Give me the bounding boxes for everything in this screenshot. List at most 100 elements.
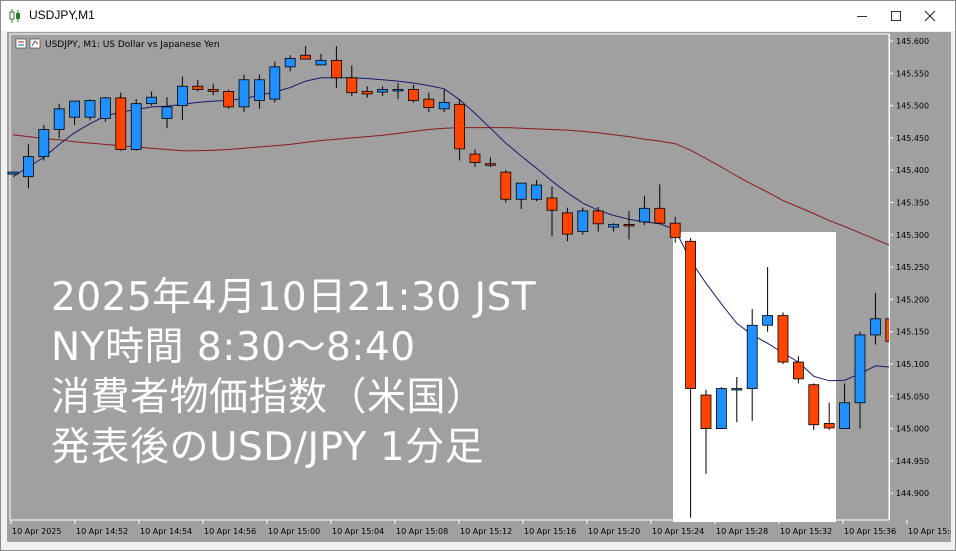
candle-body xyxy=(207,89,219,92)
chart-props-icon xyxy=(29,38,41,49)
candle xyxy=(839,383,850,430)
candle-body xyxy=(793,361,804,380)
title-bar[interactable]: USDJPY,M1 xyxy=(1,1,955,31)
candle-body xyxy=(423,98,435,108)
candle-body xyxy=(854,334,866,404)
candle xyxy=(84,99,96,121)
candle-body xyxy=(176,85,188,107)
candle-body xyxy=(22,156,34,178)
candle xyxy=(115,92,127,151)
candle-body xyxy=(700,394,712,429)
chart-header: USDJPY, M1: US Dollar vs Japanese Yen xyxy=(15,38,220,50)
candle-body xyxy=(300,54,312,60)
candle xyxy=(346,65,358,96)
candle xyxy=(392,82,404,100)
y-tick-label: 145.100 xyxy=(896,360,929,369)
candle xyxy=(176,76,188,120)
candle-body xyxy=(746,324,758,389)
candle-body xyxy=(223,90,235,108)
x-tick-label: 10 Apr 15:36 xyxy=(844,527,896,536)
candle-body xyxy=(777,315,789,363)
y-tick-label: 145.250 xyxy=(896,263,929,272)
candle xyxy=(38,124,50,161)
candle xyxy=(146,91,158,106)
candle-body xyxy=(546,197,558,211)
candle-body xyxy=(330,59,342,79)
candle xyxy=(546,186,558,237)
candle xyxy=(793,356,804,384)
candle-body xyxy=(484,163,496,166)
candle xyxy=(315,53,327,66)
candle-body xyxy=(115,97,127,150)
x-tick-label: 10 Apr 15:32 xyxy=(780,527,832,536)
minimize-icon xyxy=(857,16,867,17)
candle xyxy=(716,387,727,430)
candle-body xyxy=(269,66,281,100)
x-tick-label: 10 Apr 15:00 xyxy=(268,527,320,536)
x-tick-label: 10 Apr 2025 xyxy=(12,527,61,536)
candle-body xyxy=(253,79,265,101)
candle xyxy=(762,267,773,332)
candle xyxy=(623,210,635,240)
candle xyxy=(531,179,542,202)
y-tick-label: 145.300 xyxy=(896,231,929,240)
maximize-button[interactable] xyxy=(879,1,913,31)
candle xyxy=(7,171,19,175)
chart-header-text: USDJPY, M1: US Dollar vs Japanese Yen xyxy=(45,40,220,50)
candle xyxy=(300,46,312,60)
candle xyxy=(69,100,80,125)
annotation-overlay: 2025年4月10日21:30 JST NY時間 8:30～8:40 消費者物価… xyxy=(51,273,536,473)
candle-body xyxy=(654,207,666,224)
window-title: USDJPY,M1 xyxy=(29,8,95,22)
candle-body xyxy=(377,89,389,93)
candle xyxy=(438,89,450,113)
candle-body xyxy=(685,240,696,389)
candle xyxy=(223,89,235,109)
candle-body xyxy=(839,402,850,430)
candle-body xyxy=(284,58,296,68)
candle-body xyxy=(731,388,743,391)
candle xyxy=(284,55,296,72)
overlay-line-caption: 発表後のUSD/JPY 1分足 xyxy=(51,425,485,470)
x-tick-label: 10 Apr 15:16 xyxy=(524,527,576,536)
candle xyxy=(700,389,712,474)
candle-body xyxy=(762,315,773,326)
close-button[interactable] xyxy=(913,1,947,31)
candle xyxy=(207,83,219,96)
y-tick-label: 145.400 xyxy=(896,166,929,175)
candle-body xyxy=(161,106,173,119)
candle xyxy=(192,79,204,92)
y-tick-label: 145.500 xyxy=(896,102,929,111)
candle xyxy=(500,170,512,203)
candle-body xyxy=(69,100,80,118)
candle xyxy=(130,99,142,151)
candle-body xyxy=(577,210,589,232)
candle xyxy=(854,331,866,429)
candle-body xyxy=(716,388,727,430)
x-tick-label: 10 Apr 15:40 xyxy=(908,527,951,536)
candle xyxy=(454,99,466,161)
minimize-button[interactable] xyxy=(845,1,879,31)
candle-body xyxy=(361,90,373,95)
candle-body xyxy=(639,207,650,223)
chart-area[interactable]: 145.600 145.550 145.500 145.450 145.400 145.3… xyxy=(7,32,956,542)
candle xyxy=(22,144,34,189)
candle xyxy=(330,46,342,89)
candle xyxy=(823,402,835,430)
x-tick-label: 10 Apr 14:56 xyxy=(204,527,256,536)
y-tick-label: 145.200 xyxy=(896,295,929,304)
candle-body xyxy=(623,224,635,227)
candle xyxy=(469,149,481,167)
candle xyxy=(562,207,573,242)
candle xyxy=(269,61,281,103)
candle-body xyxy=(438,101,450,110)
price-chart[interactable]: 145.600 145.550 145.500 145.450 145.400 145.3… xyxy=(7,32,956,542)
candle-body xyxy=(315,59,327,66)
candle xyxy=(407,84,419,103)
y-tick-label: 145.350 xyxy=(896,199,929,208)
x-tick-label: 10 Apr 15:04 xyxy=(332,527,384,536)
x-tick-label: 10 Apr 15:24 xyxy=(652,527,704,536)
candle-body xyxy=(808,384,820,426)
candle-body xyxy=(130,103,142,150)
